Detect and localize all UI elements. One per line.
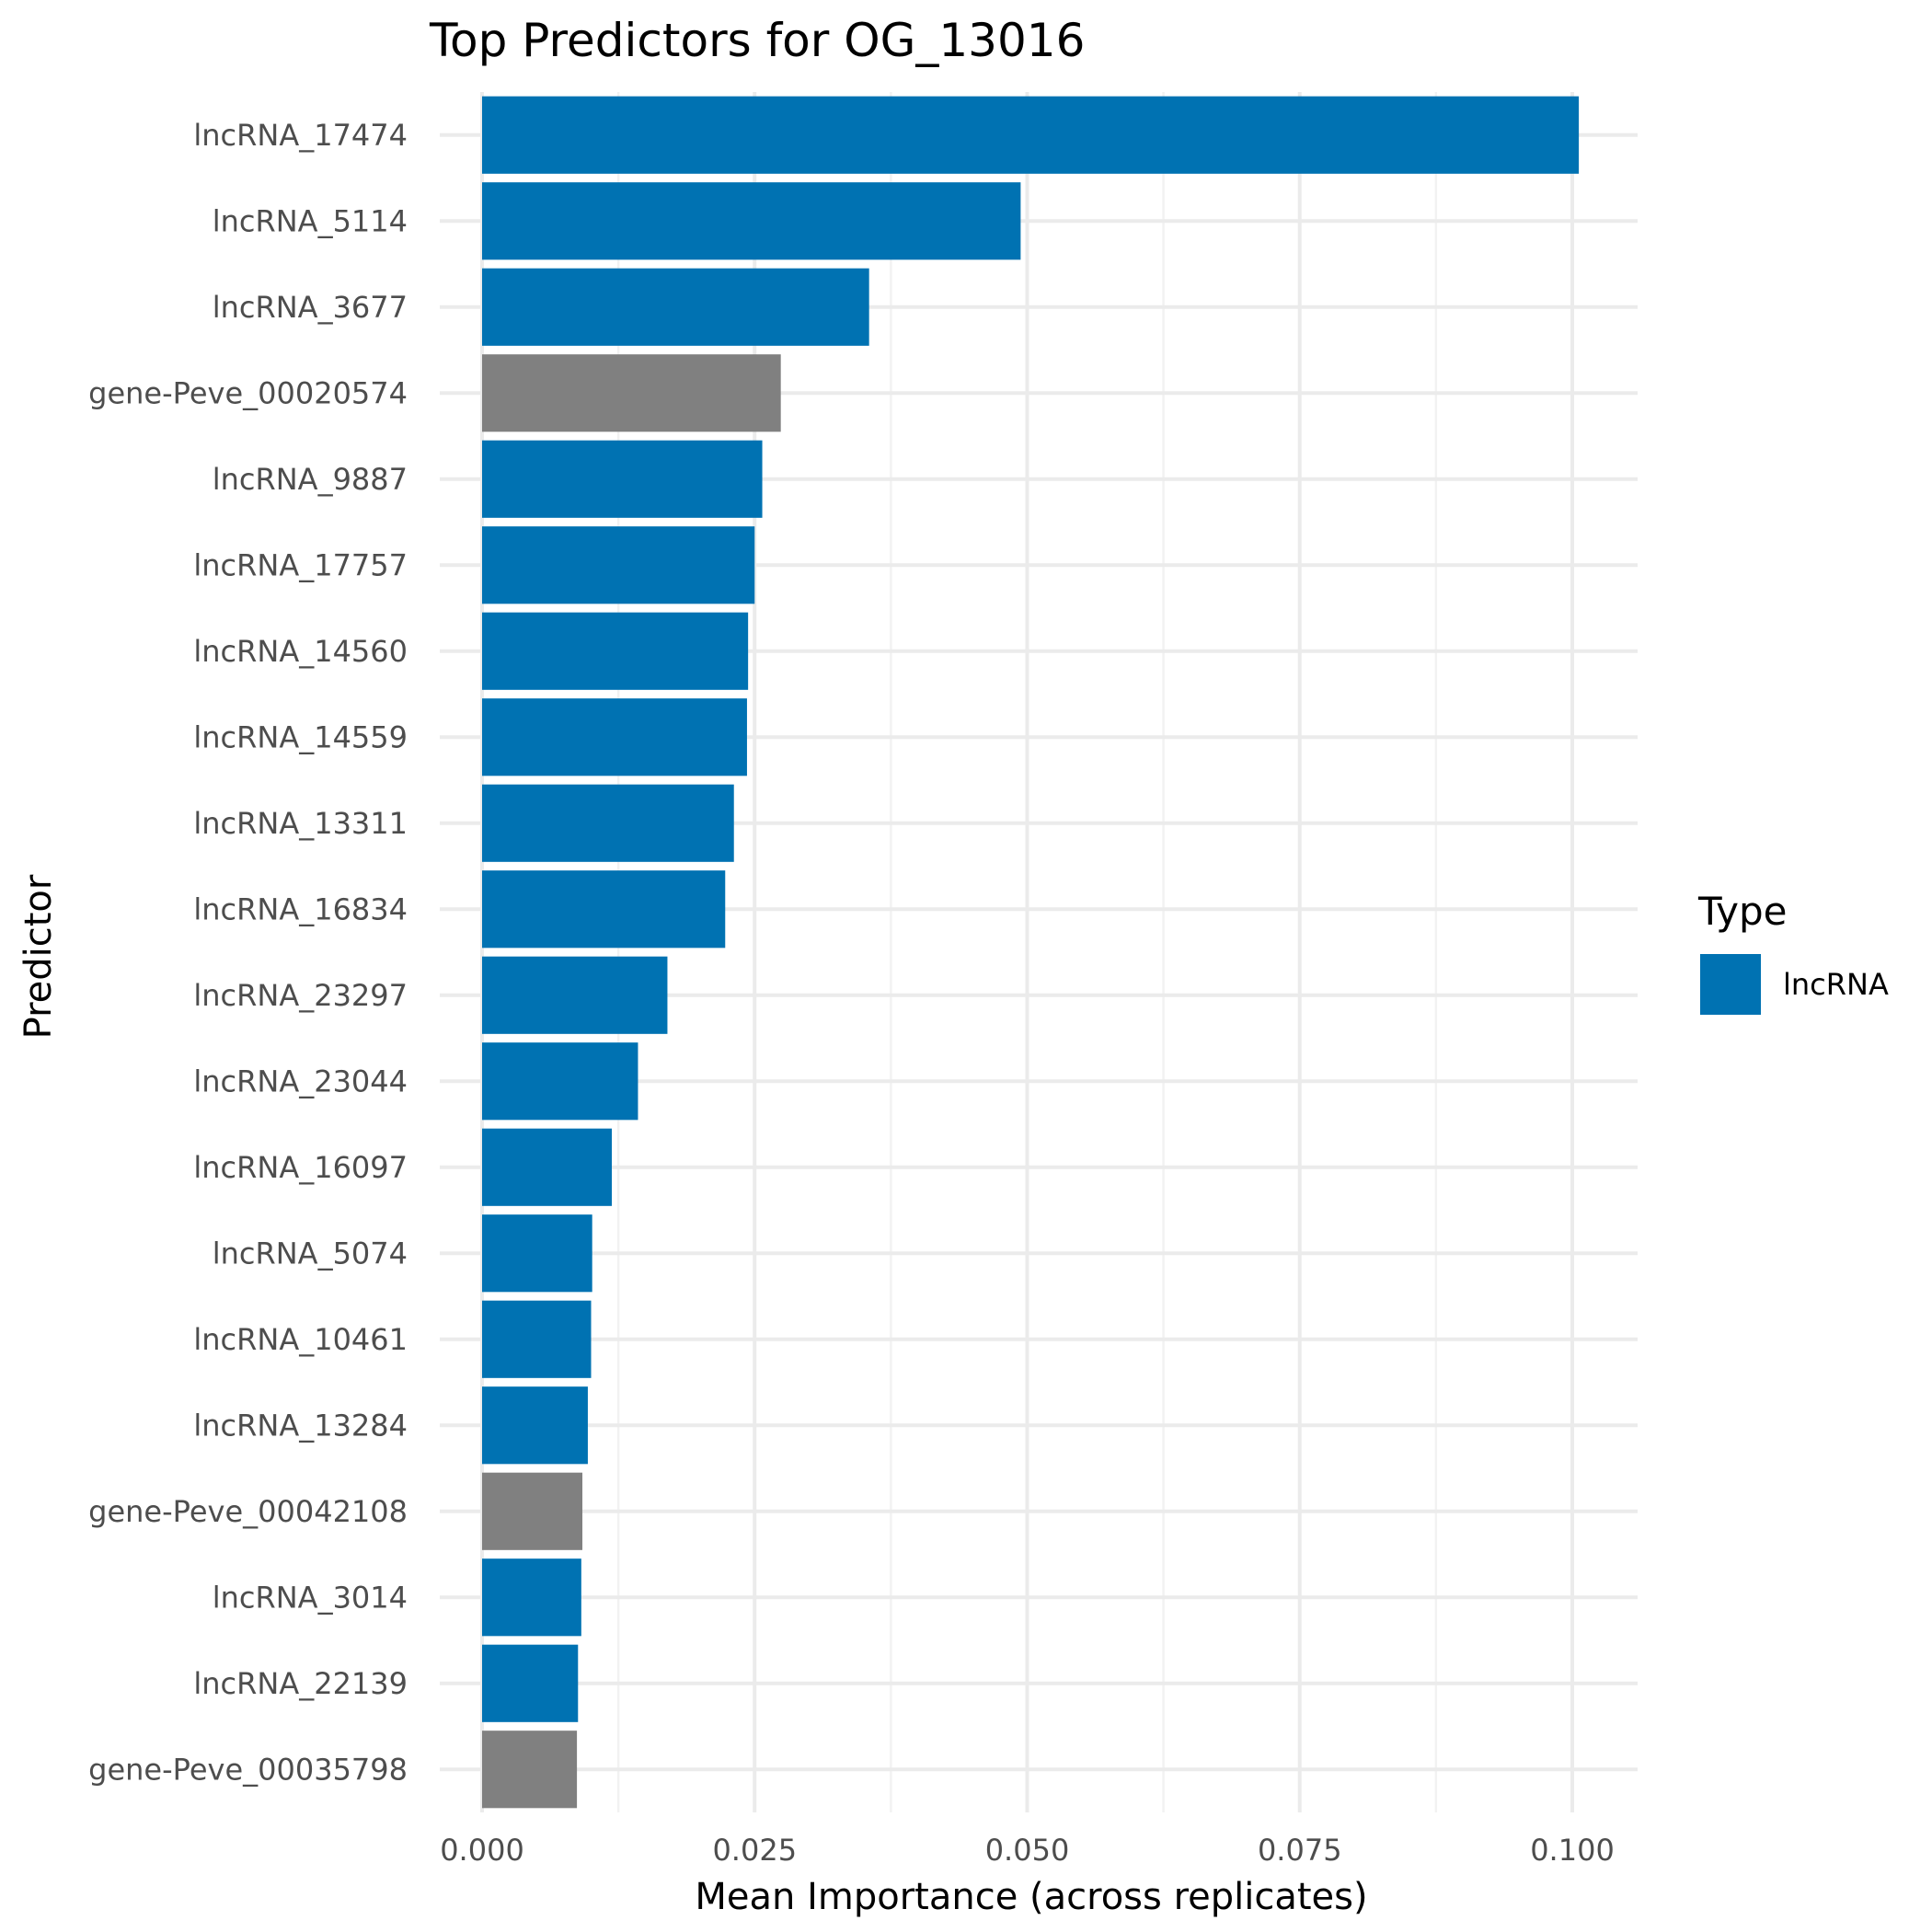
bar bbox=[482, 440, 763, 518]
x-tick-label: 0.050 bbox=[985, 1833, 1070, 1868]
x-tick-label: 0.025 bbox=[712, 1833, 797, 1868]
bar bbox=[482, 1386, 588, 1465]
bar bbox=[482, 1300, 592, 1378]
y-tick-label: lncRNA_10461 bbox=[193, 1322, 408, 1357]
y-tick-label: lncRNA_17474 bbox=[193, 118, 408, 153]
y-tick-labels: lncRNA_17474 lncRNA_5114 lncRNA_3677 gene-P… bbox=[88, 118, 408, 1788]
bar bbox=[482, 870, 726, 949]
y-tick-label: lncRNA_14559 bbox=[193, 719, 408, 754]
y-tick-label: lncRNA_5074 bbox=[213, 1236, 408, 1271]
y-tick-label: lncRNA_16834 bbox=[193, 891, 408, 926]
bar bbox=[482, 1558, 581, 1637]
y-tick-label: lncRNA_17757 bbox=[193, 547, 408, 582]
bar bbox=[482, 1214, 592, 1293]
legend: Type lncRNA bbox=[1697, 889, 1889, 1015]
y-tick-label: gene-Peve_00042108 bbox=[88, 1494, 408, 1529]
x-tick-labels: 0.000 0.025 0.050 0.075 0.100 bbox=[440, 1833, 1615, 1868]
y-tick-label: lncRNA_3014 bbox=[213, 1580, 408, 1615]
y-tick-label: lncRNA_3677 bbox=[213, 290, 408, 325]
legend-title: Type bbox=[1697, 889, 1787, 934]
legend-key-lncrna bbox=[1700, 954, 1761, 1015]
bar bbox=[482, 354, 781, 432]
y-tick-label: lncRNA_14560 bbox=[193, 634, 408, 669]
bar bbox=[482, 784, 734, 862]
y-tick-label: lncRNA_22139 bbox=[193, 1666, 408, 1701]
bar bbox=[482, 698, 747, 776]
bar bbox=[482, 526, 755, 604]
bar bbox=[482, 96, 1580, 174]
bar bbox=[482, 1644, 579, 1722]
y-axis-title: Predictor bbox=[17, 874, 60, 1039]
bar bbox=[482, 182, 1021, 260]
bar bbox=[482, 956, 668, 1034]
legend-label-lncrna: lncRNA bbox=[1783, 967, 1889, 1002]
bar bbox=[482, 268, 869, 346]
y-tick-label: lncRNA_9887 bbox=[213, 462, 408, 497]
bar bbox=[482, 1472, 583, 1550]
y-tick-label: lncRNA_23044 bbox=[193, 1064, 408, 1098]
bars bbox=[482, 96, 1580, 1809]
x-axis-title: Mean Importance (across replicates) bbox=[695, 1876, 1367, 1918]
y-tick-label: lncRNA_16097 bbox=[193, 1150, 408, 1185]
x-tick-label: 0.075 bbox=[1258, 1833, 1342, 1868]
bar bbox=[482, 1731, 578, 1809]
x-tick-label: 0.100 bbox=[1530, 1833, 1615, 1868]
chart-title: Top Predictors for OG_13016 bbox=[429, 14, 1085, 67]
y-tick-label: gene-Peve_00020574 bbox=[88, 375, 408, 410]
bar bbox=[482, 612, 749, 690]
y-tick-label: gene-Peve_00035798 bbox=[88, 1752, 408, 1787]
bar bbox=[482, 1128, 613, 1206]
x-tick-label: 0.000 bbox=[440, 1833, 524, 1868]
y-tick-label: lncRNA_5114 bbox=[213, 203, 408, 238]
y-tick-label: lncRNA_13284 bbox=[193, 1408, 408, 1443]
bar bbox=[482, 1042, 638, 1121]
y-tick-label: lncRNA_23297 bbox=[193, 978, 408, 1013]
grid-lines bbox=[440, 92, 1638, 1812]
y-tick-label: lncRNA_13311 bbox=[193, 806, 408, 841]
